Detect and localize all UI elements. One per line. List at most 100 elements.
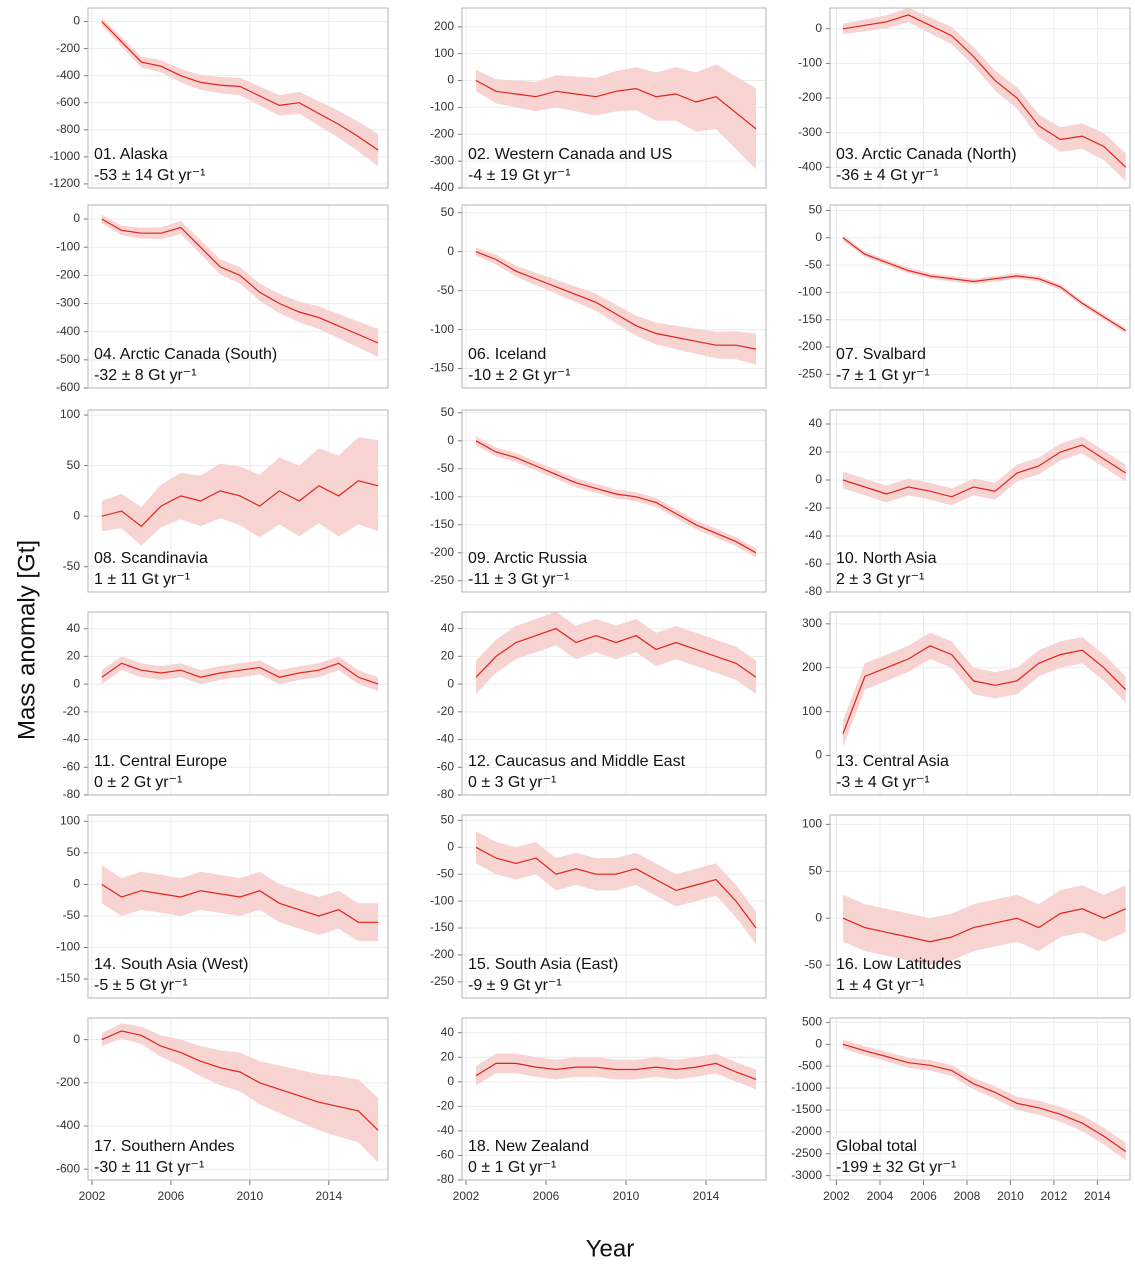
y-tick-label: 0 <box>73 877 80 891</box>
y-tick-label: 0 <box>73 211 80 225</box>
panel-rate: -7 ± 1 Gt yr⁻¹ <box>836 367 930 384</box>
y-tick-label: -20 <box>437 1099 455 1113</box>
panel-title: 06. Iceland <box>468 346 546 363</box>
panel-title: 18. New Zealand <box>468 1138 589 1155</box>
y-tick-label: -200 <box>430 545 454 559</box>
uncertainty-band <box>476 436 756 558</box>
y-tick-label: 0 <box>447 244 454 258</box>
y-tick-label: 500 <box>802 1015 822 1029</box>
panel <box>462 1018 766 1180</box>
panel-border <box>87 204 389 389</box>
x-tick-label: 2014 <box>1084 1189 1111 1203</box>
x-axis-label: Year <box>586 1235 635 1262</box>
panel <box>88 612 388 795</box>
series-line <box>101 1030 379 1131</box>
y-tick-label: -20 <box>63 704 81 718</box>
panel-rate: -11 ± 3 Gt yr⁻¹ <box>468 571 569 588</box>
y-tick-label: 100 <box>802 817 822 831</box>
y-tick-label: 0 <box>447 433 454 447</box>
panel <box>462 815 766 998</box>
panel-rate: 0 ± 1 Gt yr⁻¹ <box>468 1159 556 1176</box>
panel-border <box>87 409 389 593</box>
y-tick-label: -400 <box>56 324 80 338</box>
x-tick-label: 2006 <box>910 1189 937 1203</box>
series-line <box>101 21 379 151</box>
panel-title: 14. South Asia (West) <box>94 956 248 973</box>
y-tick-label: -1500 <box>791 1102 822 1116</box>
uncertainty-band <box>101 865 379 942</box>
uncertainty-band <box>476 64 756 170</box>
x-tick-label: 2014 <box>315 1189 342 1203</box>
y-tick-label: -100 <box>56 940 80 954</box>
y-tick-label: 0 <box>815 472 822 486</box>
x-tick-label: 2002 <box>79 1189 106 1203</box>
series-line <box>101 662 379 685</box>
series-line <box>842 444 1127 498</box>
panel-border <box>461 204 767 389</box>
y-tick-label: 40 <box>441 1025 455 1039</box>
y-tick-label: 50 <box>441 813 455 827</box>
series-line <box>842 1043 1127 1152</box>
y-tick-label: -200 <box>798 90 822 104</box>
y-tick-label: -1200 <box>49 176 80 190</box>
y-tick-label: -50 <box>437 283 455 297</box>
y-tick-label: -50 <box>805 257 823 271</box>
y-tick-label: -40 <box>805 528 823 542</box>
y-tick-label: 20 <box>809 444 823 458</box>
panel-border <box>829 204 1131 389</box>
x-tick-label: 2006 <box>533 1189 560 1203</box>
panel-rate: -5 ± 5 Gt yr⁻¹ <box>94 977 188 994</box>
y-tick-label: -150 <box>56 971 80 985</box>
panel-title: 10. North Asia <box>836 550 937 567</box>
y-tick-label: -3000 <box>791 1168 822 1182</box>
y-tick-label: 0 <box>73 1032 80 1046</box>
y-tick-label: 100 <box>434 46 454 60</box>
y-tick-label: -80 <box>63 787 81 801</box>
panel-border <box>87 611 389 796</box>
y-tick-label: 50 <box>809 203 823 217</box>
panel-rate: -36 ± 4 Gt yr⁻¹ <box>836 167 939 184</box>
y-tick-label: 40 <box>441 621 455 635</box>
panel <box>88 8 388 188</box>
y-tick-label: -1000 <box>791 1080 822 1094</box>
y-tick-label: -400 <box>430 180 454 194</box>
panel-title: 11. Central Europe <box>94 753 227 770</box>
y-tick-label: -150 <box>430 920 454 934</box>
y-tick-label: -20 <box>437 704 455 718</box>
x-tick-label: 2002 <box>823 1189 850 1203</box>
y-tick-label: 0 <box>447 839 454 853</box>
y-tick-label: -800 <box>56 122 80 136</box>
panel-title: 09. Arctic Russia <box>468 550 587 567</box>
panel-title: 15. South Asia (East) <box>468 956 618 973</box>
y-tick-label: -1000 <box>49 149 80 163</box>
series-line <box>101 480 379 528</box>
y-tick-label: 0 <box>447 676 454 690</box>
y-tick-label: 200 <box>802 660 822 674</box>
panel-border <box>829 814 1131 999</box>
panel-border <box>829 1017 1131 1181</box>
y-tick-label: -60 <box>437 759 455 773</box>
y-tick-label: -50 <box>63 559 81 573</box>
y-tick-label: -600 <box>56 95 80 109</box>
panel-border <box>87 1017 389 1181</box>
y-tick-label: -200 <box>56 41 80 55</box>
x-tick-label: 2008 <box>954 1189 981 1203</box>
y-tick-label: -20 <box>805 500 823 514</box>
series-line <box>842 14 1127 168</box>
y-tick-label: -600 <box>56 1161 80 1175</box>
y-tick-label: -600 <box>56 380 80 394</box>
panel-border <box>461 814 767 999</box>
panel-rate: -53 ± 14 Gt yr⁻¹ <box>94 167 205 184</box>
y-tick-label: 0 <box>815 230 822 244</box>
y-tick-label: 0 <box>73 508 80 522</box>
y-tick-label: -200 <box>798 339 822 353</box>
panel-title: 13. Central Asia <box>836 753 949 770</box>
y-tick-label: 0 <box>73 676 80 690</box>
y-tick-label: -50 <box>437 461 455 475</box>
series-line <box>475 440 757 554</box>
series-line <box>475 1062 757 1080</box>
series-line <box>842 908 1126 943</box>
panel-title: 16. Low Latitudes <box>836 956 961 973</box>
series-line <box>101 218 379 344</box>
y-tick-label: 0 <box>815 748 822 762</box>
